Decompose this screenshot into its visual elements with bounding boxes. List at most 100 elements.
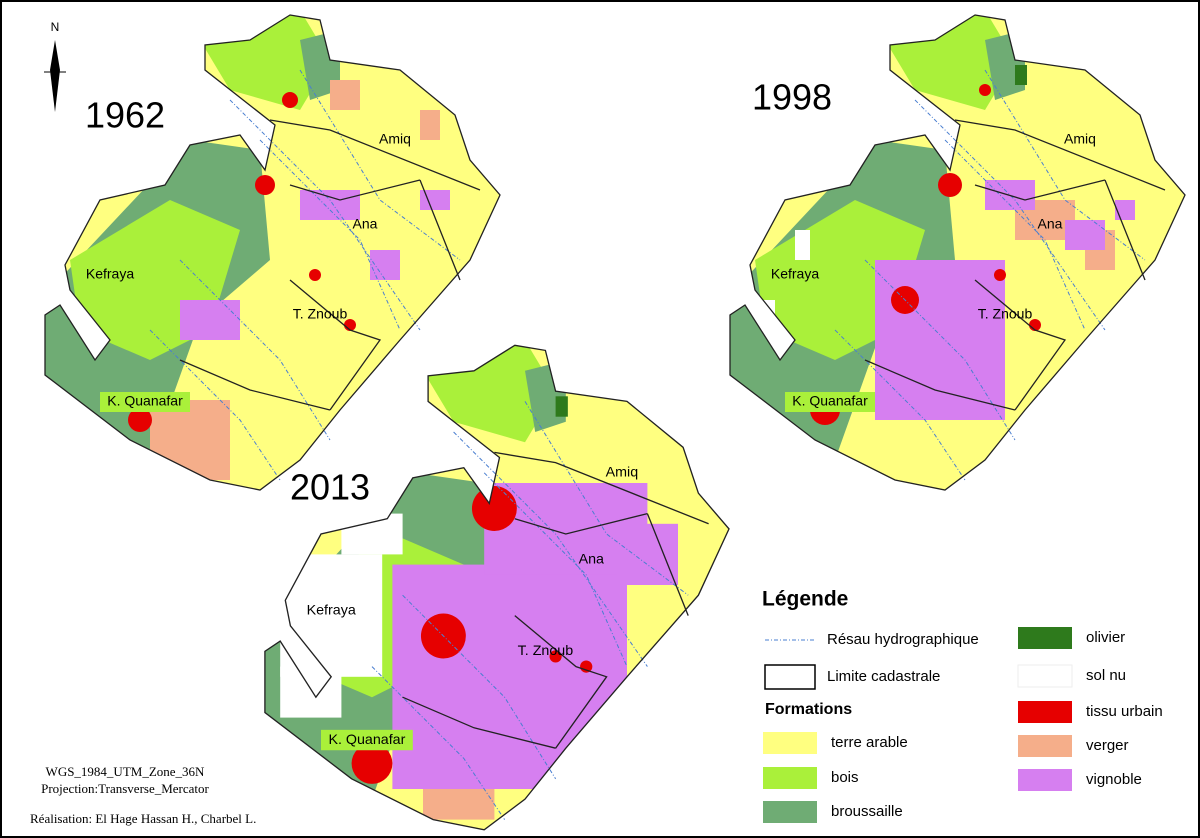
north-label: N	[51, 20, 60, 34]
map-outline	[44, 14, 501, 491]
legend-label: olivier	[1086, 629, 1125, 646]
river	[864, 259, 1016, 441]
legend-swatch	[1017, 664, 1073, 688]
cadastral-line	[269, 119, 481, 191]
land-vineyard	[180, 300, 240, 340]
river	[229, 99, 421, 331]
map-fill	[264, 345, 729, 830]
cadastral-line	[419, 179, 461, 281]
land-vineyard	[1065, 220, 1105, 250]
place-label: Amiq	[606, 465, 639, 481]
land-urban	[994, 269, 1006, 281]
land-vineyard	[370, 250, 400, 280]
map: Amiq Ana Kefraya T. Znoub K. Quanafar	[44, 14, 501, 491]
land-urban	[938, 173, 962, 197]
place-label: Ana	[579, 551, 604, 567]
land-vineyard	[1115, 200, 1135, 220]
cadastral-line	[974, 279, 1067, 411]
river	[524, 401, 689, 596]
map: Amiq Ana Kefraya T. Znoub K. Quanafar	[729, 14, 1186, 491]
legend-label: broussaille	[831, 803, 903, 820]
place-label: Kefraya	[771, 266, 819, 282]
map-outline	[729, 14, 1186, 491]
legend-label: bois	[831, 769, 859, 786]
place-label: T. Znoub	[293, 306, 348, 322]
place-label: Kefraya	[307, 602, 356, 618]
north-arrow-shape	[50, 40, 60, 112]
land-olive	[555, 396, 568, 417]
cadastral-line	[864, 359, 1016, 411]
legend-title: Légende	[762, 588, 848, 611]
cadastral-line	[646, 513, 689, 616]
place-label: Ana	[353, 216, 378, 232]
place-label-bg	[100, 392, 190, 412]
cadastral-line	[179, 359, 331, 411]
river	[179, 259, 331, 441]
legend-swatch	[1018, 701, 1072, 723]
place-label: T. Znoub	[518, 643, 574, 659]
cadastral-line	[974, 179, 1106, 201]
cadastral-line	[514, 615, 608, 749]
credits: WGS_1984_UTM_Zone_36N Projection:Transve…	[30, 764, 256, 826]
river	[483, 472, 628, 667]
river	[453, 431, 648, 667]
map-outline	[264, 344, 730, 831]
cadastral-line	[289, 279, 382, 411]
land-urban	[471, 486, 517, 531]
land-urban	[128, 408, 152, 432]
legend-swatch	[763, 767, 817, 789]
legend: Légende Résau hydrographique Limite cada…	[762, 588, 1163, 823]
cadastral-line	[1104, 179, 1146, 281]
map-fill	[730, 15, 1185, 490]
legend-swatch	[1018, 627, 1072, 649]
legend-label: Limite cadastrale	[827, 668, 940, 685]
legend-swatch	[763, 732, 817, 754]
river	[914, 99, 1106, 331]
land-orchard	[330, 80, 360, 110]
map-year: 1998	[752, 77, 832, 118]
land-urban	[351, 743, 393, 784]
river	[402, 594, 557, 780]
place-label: Kefraya	[86, 266, 134, 282]
river	[259, 139, 401, 331]
legend-swatch	[1018, 735, 1072, 757]
legend-label: verger	[1086, 737, 1129, 754]
place-label: Amiq	[1064, 131, 1096, 147]
land-vineyard	[420, 190, 450, 210]
north-arrow: N	[44, 20, 66, 112]
place-label: K. Quanafar	[107, 393, 183, 409]
land-orchard	[420, 110, 440, 140]
river	[944, 139, 1086, 331]
credit: Projection:Transverse_Mercator	[41, 781, 209, 796]
legend-label: Résau hydrographique	[827, 631, 979, 648]
map: Amiq Ana Kefraya T. Znoub K. Quanafar	[264, 344, 730, 831]
cadastral-line	[289, 179, 421, 201]
legend-label: tissu urbain	[1086, 703, 1163, 720]
legend-swatch	[1018, 769, 1072, 791]
legend-label: vignoble	[1086, 771, 1142, 788]
map-fill	[45, 15, 500, 490]
legend-swatch	[763, 801, 817, 823]
legend-label: terre arable	[831, 734, 908, 751]
maps: Amiq Ana Kefraya T. Znoub K. Quanafar Amiq Ana…	[44, 14, 1186, 831]
credit: WGS_1984_UTM_Zone_36N	[46, 764, 205, 779]
land-vineyard	[300, 190, 360, 220]
place-label: K. Quanafar	[328, 732, 405, 748]
place-label-bg	[321, 729, 413, 751]
land-olive	[1015, 65, 1027, 85]
map-year: 1962	[85, 95, 165, 136]
land-vineyard	[616, 523, 678, 585]
credit: Réalisation: El Hage Hassan H., Charbel …	[30, 811, 256, 826]
cadastral-line	[494, 451, 709, 525]
river	[984, 69, 1146, 261]
place-label: Amiq	[379, 131, 411, 147]
river	[299, 69, 461, 261]
cadastral-line	[954, 119, 1166, 191]
place-label: T. Znoub	[978, 306, 1033, 322]
legend-label: sol nu	[1086, 667, 1126, 684]
place-label: Ana	[1038, 216, 1063, 232]
cadastral-line	[514, 512, 648, 535]
land-urban	[309, 269, 321, 281]
land-urban	[549, 650, 562, 663]
